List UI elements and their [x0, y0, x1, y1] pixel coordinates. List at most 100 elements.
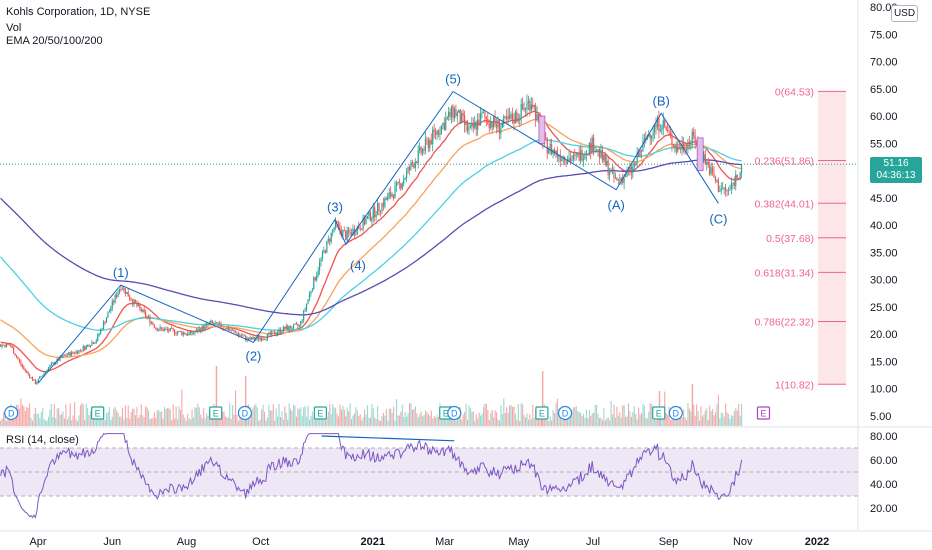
earnings-marker	[756, 406, 771, 420]
volume-bar	[438, 416, 440, 426]
candle-body	[198, 328, 200, 332]
candle-body	[33, 379, 35, 381]
volume-bar	[646, 418, 648, 426]
candle-body	[23, 367, 25, 369]
candle-body	[710, 167, 712, 175]
candle-body	[704, 154, 706, 165]
volume-bar	[237, 420, 239, 426]
candle-body	[121, 289, 123, 291]
volume-bar	[203, 408, 205, 426]
candle-body	[678, 146, 680, 149]
candle-body	[735, 174, 737, 186]
volume-bar	[723, 416, 725, 426]
volume-bar	[136, 407, 138, 426]
volume-bar	[7, 419, 9, 426]
candle-body	[227, 327, 229, 331]
candle-body	[532, 104, 534, 108]
candle-body	[403, 179, 405, 184]
candle-body	[566, 160, 569, 164]
candle-body	[601, 149, 603, 161]
volume-bar	[467, 419, 469, 426]
candle-body	[407, 167, 409, 172]
volume-bar	[374, 417, 376, 426]
candle-body	[281, 331, 283, 333]
candle-body	[81, 350, 83, 352]
volume-bar	[487, 410, 489, 426]
earnings-marker-label: E	[317, 409, 323, 419]
candle-body	[401, 183, 403, 189]
candle-body	[298, 325, 300, 327]
volume-bar	[559, 410, 561, 426]
candle-body	[82, 346, 84, 351]
candle-body	[555, 150, 557, 154]
candle-body	[397, 181, 399, 183]
dividend-marker-label: D	[562, 409, 569, 419]
volume-bar	[172, 404, 174, 426]
candle-body	[617, 179, 619, 181]
volume-bar	[78, 415, 80, 426]
volume-bar	[696, 404, 698, 426]
candle-body	[511, 113, 514, 121]
volume-bar	[735, 407, 737, 426]
volume-bar	[614, 417, 616, 426]
volume-bar	[730, 414, 732, 426]
volume-bar	[236, 415, 238, 426]
price-tick-label: 5.00	[870, 411, 891, 423]
candle-body	[378, 203, 380, 211]
volume-bar	[227, 417, 229, 426]
candle-body	[590, 142, 592, 153]
volume-bar	[593, 412, 595, 426]
fib-level-label: 1(10.82)	[775, 379, 814, 391]
candle-body	[671, 134, 673, 145]
candle-body	[104, 322, 106, 323]
candle-body	[404, 178, 406, 180]
candle-body	[287, 326, 289, 331]
volume-bar	[90, 411, 92, 426]
volume-bar	[741, 403, 743, 426]
volume-bar	[569, 410, 572, 426]
price-tick-label: 75.00	[870, 29, 898, 41]
volume-bar	[642, 403, 644, 426]
candle-body	[411, 162, 413, 165]
time-tick-label: May	[508, 536, 529, 548]
candle-body	[2, 344, 5, 346]
candle-body	[191, 331, 193, 335]
candle-body	[606, 160, 608, 165]
candle-body	[314, 277, 316, 281]
volume-bar	[94, 413, 96, 426]
candle-body	[640, 149, 643, 152]
candle-body	[462, 113, 464, 116]
candle-body	[210, 320, 212, 323]
candle-body	[247, 337, 250, 341]
volume-bar	[185, 420, 187, 426]
candle-body	[604, 154, 606, 165]
currency-button[interactable]: USD	[891, 5, 918, 22]
candle-body	[352, 228, 354, 236]
dividend-marker-label: D	[673, 409, 680, 419]
fib-level-label: 0.786(22.32)	[754, 317, 814, 329]
volume-bar	[738, 403, 740, 426]
candle-body	[524, 108, 527, 110]
volume-bar	[514, 413, 516, 426]
volume-bar	[594, 404, 596, 426]
candle-body	[696, 143, 698, 146]
volume-bar	[221, 412, 224, 426]
volume-bar	[520, 403, 522, 426]
volume-bar	[739, 415, 741, 426]
volume-bar	[69, 403, 71, 426]
volume-bar	[687, 403, 689, 426]
candle-body	[350, 232, 353, 236]
candle-body	[345, 231, 347, 240]
volume-bar	[33, 413, 35, 426]
time-tick-label: Sep	[659, 536, 679, 548]
candle-body	[516, 112, 518, 122]
candle-body	[371, 217, 373, 221]
candle-body	[685, 149, 688, 151]
candle-body	[274, 331, 276, 335]
volume-bar	[620, 417, 622, 426]
volume-bar	[348, 411, 350, 426]
volume-bar	[343, 409, 345, 426]
volume-bar	[232, 405, 234, 426]
ema200-line	[0, 159, 742, 316]
